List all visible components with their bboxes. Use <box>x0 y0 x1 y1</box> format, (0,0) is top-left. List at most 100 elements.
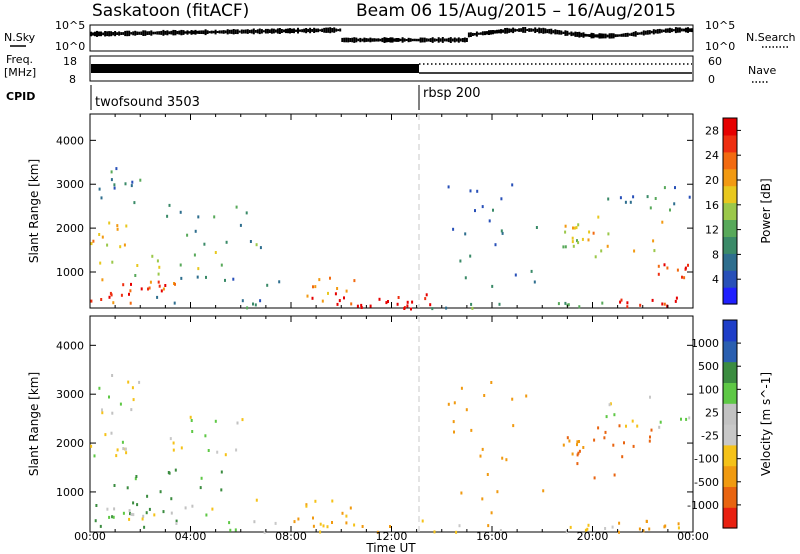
velocity-cell <box>562 443 565 447</box>
power-cell <box>92 239 95 243</box>
nsky-sample <box>116 32 119 35</box>
power-cell <box>572 244 575 248</box>
velocity-cell <box>126 486 129 490</box>
nsky-sample <box>544 28 547 34</box>
power-cell <box>193 253 196 257</box>
power-cell <box>180 276 183 280</box>
colorbar-tick-label: -1000 <box>687 499 719 512</box>
velocity-cell <box>95 504 98 507</box>
velocity-cell <box>131 386 134 390</box>
velocity-cell <box>220 488 223 492</box>
power-cell <box>173 301 176 305</box>
power-cell <box>106 243 109 247</box>
velocity-cell <box>101 408 103 412</box>
velocity-cell <box>234 528 237 532</box>
nsky-sample <box>270 28 273 34</box>
nsky-sample <box>459 38 462 42</box>
power-cell <box>387 300 389 303</box>
nsky-sample <box>140 31 143 35</box>
velocity-cell <box>113 484 116 487</box>
nsky-sample <box>423 37 426 43</box>
nsky-sample <box>266 28 269 34</box>
nsky-sample <box>258 28 261 35</box>
velocity-cell <box>314 499 317 503</box>
nsky-sample <box>148 31 151 35</box>
power-cell <box>661 302 664 306</box>
power-cell <box>345 289 348 293</box>
power-cell <box>684 266 687 270</box>
nsky-sample <box>572 32 575 36</box>
velocity-cell <box>642 529 645 533</box>
nsky-sample <box>128 30 131 37</box>
nsky-sample <box>606 34 609 38</box>
power-cell <box>356 304 359 308</box>
nsky-sample <box>126 30 129 37</box>
velocity-cell <box>115 454 118 458</box>
power-cell <box>129 289 132 293</box>
velocity-cell <box>542 489 545 493</box>
nsky-sample <box>246 29 249 34</box>
nsky-sample <box>156 31 159 35</box>
nsky-sample <box>260 29 263 34</box>
velocity-cell <box>576 453 579 457</box>
nsky-sample <box>377 38 380 42</box>
power-cell <box>119 245 122 249</box>
nsky-sample <box>620 33 623 37</box>
nsky-sample <box>212 30 215 34</box>
velocity-cell <box>578 449 581 453</box>
velocity-cell <box>170 497 173 501</box>
nsky-sample <box>90 31 92 37</box>
nsky-sample <box>230 29 233 34</box>
power-cell <box>452 227 455 231</box>
power-cell <box>162 287 165 291</box>
velocity-cell <box>104 433 107 437</box>
velocity-cell <box>145 511 148 515</box>
nsky-sample <box>427 38 430 42</box>
nsky-sample <box>632 31 635 37</box>
velocity-cell <box>612 443 615 447</box>
freq-tick-bottom: 8 <box>69 73 76 86</box>
nsky-sample <box>552 30 555 34</box>
power-cell <box>649 206 652 210</box>
nsky-sample <box>604 33 607 39</box>
nsky-sample <box>586 34 589 37</box>
velocity-cell <box>170 511 173 515</box>
power-cell <box>90 242 93 246</box>
velocity-cell <box>569 525 572 529</box>
nsky-sample <box>289 28 291 34</box>
velocity-cell <box>341 511 344 515</box>
nsky-sample <box>433 38 436 42</box>
velocity-cell <box>241 418 244 422</box>
power-cell <box>577 223 580 227</box>
power-cell <box>397 296 400 299</box>
freq-tick-top: 18 <box>63 55 77 68</box>
nsky-sample <box>678 27 681 33</box>
velocity-cell <box>487 524 490 528</box>
nsky-sample <box>369 37 372 43</box>
power-cell <box>166 214 169 218</box>
nsky-sample <box>327 27 330 33</box>
power-cell <box>134 274 137 277</box>
velocity-cell <box>421 519 424 523</box>
nsky-sample <box>204 29 207 36</box>
nsky-sample <box>216 31 219 33</box>
nsky-sample <box>518 28 521 32</box>
power-cell <box>469 254 472 258</box>
nsky-sample <box>668 27 671 33</box>
power-cell <box>500 229 503 233</box>
power-cell <box>334 292 337 296</box>
nsky-sample <box>323 27 326 33</box>
velocity-cell <box>132 501 135 505</box>
nsky-sample <box>164 30 167 35</box>
power-cell <box>197 215 200 219</box>
velocity-cell <box>111 374 114 377</box>
power-cell <box>476 189 479 193</box>
nsky-sample <box>98 31 100 37</box>
velocity-cell <box>568 439 571 443</box>
colorbar-tick-label: 28 <box>705 124 719 137</box>
nsky-sample <box>110 31 113 37</box>
velocity-cell <box>312 524 315 528</box>
nsky-sample <box>180 29 183 36</box>
power-panel: 1000 2000 3000 4000 Slant Range [km] 4 8 12 16… <box>27 113 773 311</box>
power-cell <box>139 178 142 182</box>
